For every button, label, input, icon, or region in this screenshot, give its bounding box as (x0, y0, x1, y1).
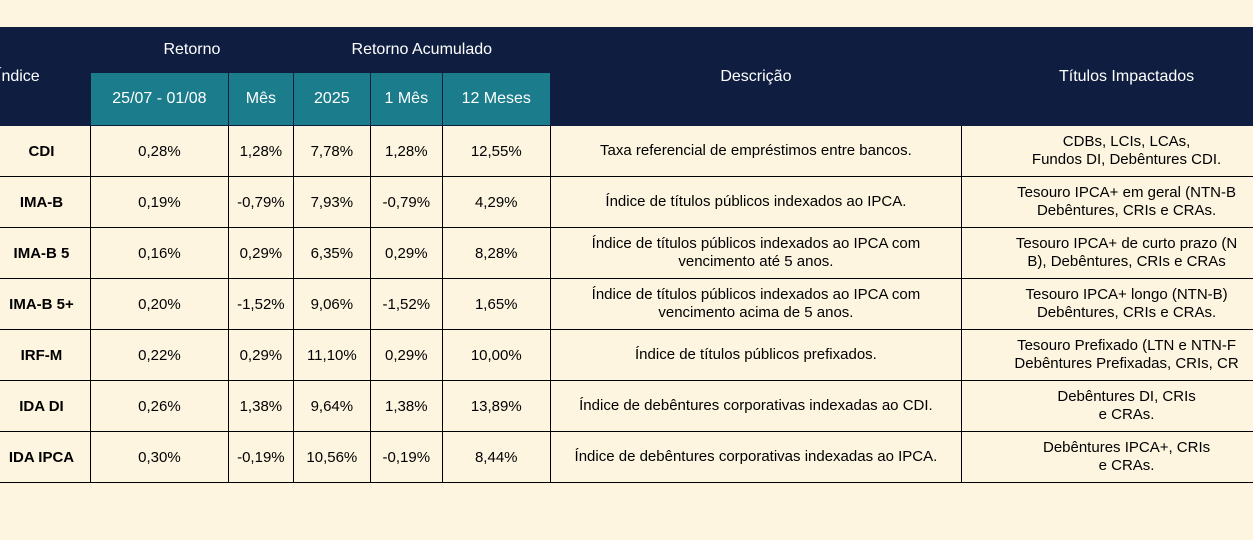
value-cell: -0,19% (369, 431, 443, 483)
header-cell: Descrição (549, 27, 963, 126)
titles-line: Debêntures Prefixadas, CRIs, CR (1014, 355, 1239, 372)
table-row: CDI 0,28% 1,28% 7,78% 1,28% 12,55% Taxa refere… (0, 125, 1253, 177)
header-cell: Índice (0, 27, 91, 126)
value-cell: 0,20% (89, 278, 229, 330)
value-cell: 12,55% (441, 125, 551, 177)
index-cell: IMA-B (0, 176, 91, 228)
titles-line: e CRAs. (1098, 457, 1155, 474)
table-row: IMA-B 5+ 0,20% -1,52% 9,06% -1,52% 1,65% Índic… (0, 278, 1253, 330)
index-cell: IMA-B 5 (0, 227, 91, 279)
titles-line: Tesouro Prefixado (LTN e NTN-F (1017, 337, 1237, 354)
titles-cell: Tesouro IPCA+ de curto prazo (N B), Debên… (961, 227, 1253, 279)
table-row: IMA-B 0,19% -0,79% 7,93% -0,79% 4,29% Índice d… (0, 176, 1253, 228)
value-cell: 1,28% (369, 125, 443, 177)
value-cell: 4,29% (441, 176, 551, 228)
value-cell: 0,28% (89, 125, 229, 177)
description-cell: Índice de títulos públicos indexados ao … (549, 278, 963, 330)
header-cell: Retorno (89, 27, 294, 73)
value-cell: 13,89% (441, 380, 551, 432)
description-cell: Índice de títulos públicos indexados ao … (549, 176, 963, 228)
description-cell: Índice de títulos públicos prefixados. (549, 329, 963, 381)
value-cell: 8,28% (441, 227, 551, 279)
table-body: CDI 0,28% 1,28% 7,78% 1,28% 12,55% Taxa refere… (0, 125, 1253, 483)
index-cell: CDI (0, 125, 91, 177)
value-cell: 7,93% (292, 176, 371, 228)
value-cell: 0,29% (369, 227, 443, 279)
value-cell: -0,79% (227, 176, 294, 228)
value-cell: 1,28% (227, 125, 294, 177)
titles-line: Debêntures, CRIs e CRAs. (1036, 202, 1217, 219)
value-cell: 0,30% (89, 431, 229, 483)
value-cell: 0,29% (227, 329, 294, 381)
subheader-row: 25/07 - 01/08 Mês 2025 1 Mês 12 Meses (0, 72, 1253, 126)
description-cell: Índice de debêntures corporativas indexa… (549, 431, 963, 483)
titles-line: Tesouro IPCA+ em geral (NTN-B (1017, 184, 1236, 201)
table-row: IMA-B 5 0,16% 0,29% 6,35% 0,29% 8,28% Índice d… (0, 227, 1253, 279)
index-cell: IDA DI (0, 380, 91, 432)
value-cell: 6,35% (292, 227, 371, 279)
table-row: IDA DI 0,26% 1,38% 9,64% 1,38% 13,89% Índice d… (0, 380, 1253, 432)
value-cell: 0,29% (369, 329, 443, 381)
index-cell: IRF-M (0, 329, 91, 381)
value-cell: 1,38% (369, 380, 443, 432)
titles-cell: Debêntures IPCA+, CRIs e CRAs. (961, 431, 1253, 483)
value-cell: -0,79% (369, 176, 443, 228)
titles-line: CDBs, LCIs, LCAs, (1062, 133, 1191, 150)
titles-cell: Tesouro Prefixado (LTN e NTN-F Debêntures… (961, 329, 1253, 381)
value-cell: -1,52% (227, 278, 294, 330)
value-cell: 11,10% (292, 329, 371, 381)
value-cell: 0,26% (89, 380, 229, 432)
value-cell: -0,19% (227, 431, 294, 483)
index-cell: IMA-B 5+ (0, 278, 91, 330)
value-cell: 9,06% (292, 278, 371, 330)
index-cell: IDA IPCA (0, 431, 91, 483)
value-cell: 1,38% (227, 380, 294, 432)
titles-line: Debêntures DI, CRIs (1057, 388, 1196, 405)
titles-line: e CRAs. (1098, 406, 1155, 423)
subheader-cell: 12 Meses (441, 72, 551, 126)
description-cell: Índice de títulos públicos indexados ao … (549, 227, 963, 279)
titles-line: Fundos DI, Debêntures CDI. (1031, 151, 1222, 168)
header-cell: Retorno Acumulado (292, 27, 551, 73)
titles-line: Tesouro IPCA+ de curto prazo (N (1015, 235, 1238, 252)
subheader-cell: 2025 (292, 72, 371, 126)
value-cell: 8,44% (441, 431, 551, 483)
titles-cell: Debêntures DI, CRIs e CRAs. (961, 380, 1253, 432)
table-row: IRF-M 0,22% 0,29% 11,10% 0,29% 10,00% Índice d… (0, 329, 1253, 381)
subheader-cell: 25/07 - 01/08 (89, 72, 229, 126)
table-row: IDA IPCA 0,30% -0,19% 10,56% -0,19% 8,44% Índi… (0, 431, 1253, 483)
value-cell: 0,29% (227, 227, 294, 279)
description-cell: Taxa referencial de empréstimos entre ba… (549, 125, 963, 177)
value-cell: 10,00% (441, 329, 551, 381)
titles-cell: CDBs, LCIs, LCAs, Fundos DI, Debêntures C… (961, 125, 1253, 177)
value-cell: 1,65% (441, 278, 551, 330)
subheader-cell: 1 Mês (369, 72, 443, 126)
titles-line: Debêntures, CRIs e CRAs. (1036, 304, 1217, 321)
value-cell: 0,22% (89, 329, 229, 381)
value-cell: 10,56% (292, 431, 371, 483)
titles-cell: Tesouro IPCA+ em geral (NTN-B Debêntures,… (961, 176, 1253, 228)
titles-line: B), Debêntures, CRIs e CRAs (1027, 253, 1226, 270)
table-wrap: Índice Retorno Retorno Acumulado Descriç… (0, 27, 1253, 483)
description-cell: Índice de debêntures corporativas indexa… (549, 380, 963, 432)
value-cell: 9,64% (292, 380, 371, 432)
value-cell: -1,52% (369, 278, 443, 330)
value-cell: 0,19% (89, 176, 229, 228)
value-cell: 0,16% (89, 227, 229, 279)
header-cell: Títulos Impactados (961, 27, 1253, 126)
index-table: Índice Retorno Retorno Acumulado Descriç… (0, 27, 1253, 483)
titles-cell: Tesouro IPCA+ longo (NTN-B) Debêntures, C… (961, 278, 1253, 330)
value-cell: 7,78% (292, 125, 371, 177)
titles-line: Tesouro IPCA+ longo (NTN-B) (1025, 286, 1228, 303)
titles-line: Debêntures IPCA+, CRIs (1042, 439, 1211, 456)
subheader-cell: Mês (227, 72, 294, 126)
